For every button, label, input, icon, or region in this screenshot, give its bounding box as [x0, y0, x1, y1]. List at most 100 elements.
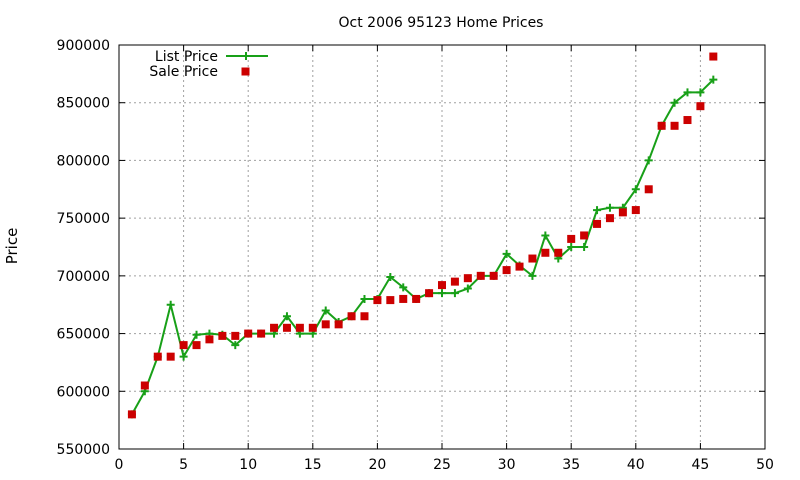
x-tick-label: 5 — [179, 457, 188, 473]
sale-price-point — [166, 352, 175, 361]
y-tick-labels: 550000 600000 650000 700000 750000 800000 8500… — [57, 38, 110, 458]
y-tick-label: 750000 — [57, 211, 110, 227]
sale-price-point — [295, 323, 304, 332]
list-price-point — [438, 289, 446, 298]
list-price-point — [709, 75, 718, 84]
list-price-point — [683, 88, 692, 97]
x-tick-labels: 0 5 10 15 20 25 30 35 40 45 50 — [115, 457, 774, 473]
y-tick-label: 600000 — [57, 384, 110, 400]
sale-price-point — [231, 331, 240, 340]
sale-price-point — [554, 248, 563, 257]
sale-price-point — [450, 277, 459, 286]
sale-price-point — [373, 296, 382, 305]
sale-price-point — [618, 208, 627, 217]
x-tick-label: 15 — [304, 457, 322, 473]
list-price-point — [450, 289, 459, 298]
sale-price-point — [631, 206, 640, 215]
sale-price-point — [308, 323, 317, 332]
plot-series — [127, 52, 718, 419]
sale-price-point — [282, 323, 291, 332]
y-axis-label: Price — [3, 228, 21, 265]
list-price-point — [541, 231, 550, 240]
sale-price-point — [127, 410, 136, 419]
sale-price-point — [463, 274, 472, 283]
list-price-point — [463, 284, 472, 293]
y-tick-label: 900000 — [57, 38, 110, 54]
sale-price-point — [528, 254, 537, 263]
list-price-point — [644, 156, 653, 165]
x-tick-label: 35 — [562, 457, 580, 473]
list-price-point — [580, 243, 589, 251]
sale-price-point — [696, 102, 705, 111]
list-price-point — [179, 352, 188, 361]
x-tick-label: 20 — [368, 457, 386, 473]
sale-price-point — [476, 271, 485, 280]
x-tick-label: 30 — [498, 457, 516, 473]
sale-price-point — [515, 262, 524, 271]
sale-price-point — [502, 266, 511, 275]
legend-label-sale-price: Sale Price — [149, 64, 218, 80]
list-price-point — [593, 206, 602, 215]
list-price-point — [567, 243, 576, 251]
chart-title: Oct 2006 95123 Home Prices — [339, 15, 544, 31]
sale-price-point — [347, 312, 356, 321]
sale-price-point — [425, 289, 434, 298]
sale-price-point — [218, 331, 227, 340]
y-tick-label: 700000 — [57, 269, 110, 285]
sale-price-point — [709, 52, 718, 61]
legend: List Price Sale Price — [149, 49, 268, 80]
list-price-point — [399, 283, 408, 292]
sale-price-point — [205, 335, 214, 344]
sale-price-point — [192, 341, 201, 350]
list-price-point — [696, 88, 705, 97]
x-tick-label: 10 — [239, 457, 257, 473]
list-price-point — [282, 312, 291, 321]
y-tick-label: 850000 — [57, 96, 110, 112]
sale-price-point — [670, 121, 679, 130]
list-price-point — [360, 294, 369, 303]
legend-marker-sale-price — [241, 67, 250, 76]
list-price-point — [631, 185, 640, 194]
x-tick-label: 0 — [115, 457, 124, 473]
sale-price-point — [580, 231, 589, 240]
sale-price-point — [399, 294, 408, 303]
sale-price-point — [489, 271, 498, 280]
sale-price-point — [438, 281, 446, 290]
x-tick-label: 45 — [691, 457, 709, 473]
sale-price-point — [334, 320, 343, 329]
x-tick-label: 50 — [756, 457, 774, 473]
y-tick-label: 800000 — [57, 153, 110, 169]
list-price-point — [670, 98, 679, 107]
plot-frame — [118, 44, 766, 450]
sale-price-point — [321, 320, 330, 329]
axis-ticks — [118, 44, 766, 450]
series-line-list-price — [131, 78, 715, 415]
sale-price-point — [605, 214, 614, 223]
list-price-point — [605, 203, 614, 212]
y-tick-label: 550000 — [57, 442, 110, 458]
sale-price-point — [179, 341, 188, 350]
list-price-point — [528, 271, 537, 280]
sale-price-point — [644, 185, 653, 194]
sale-price-point — [657, 121, 666, 130]
sale-price-point — [386, 296, 395, 305]
list-price-point — [321, 306, 330, 315]
sale-price-point — [567, 234, 576, 243]
legend-marker-list-price — [242, 52, 250, 60]
sale-price-point — [244, 329, 253, 338]
list-price-point — [502, 249, 511, 258]
sale-price-point — [257, 329, 266, 338]
x-tick-label: 25 — [433, 457, 451, 473]
sale-price-point — [683, 116, 692, 125]
list-price-point — [231, 341, 240, 350]
list-price-point — [386, 273, 395, 282]
sale-price-point — [140, 381, 149, 390]
sale-price-point — [360, 312, 369, 321]
legend-label-list-price: List Price — [155, 49, 218, 65]
y-tick-label: 650000 — [57, 327, 110, 343]
grid — [119, 45, 765, 449]
x-tick-label: 40 — [627, 457, 645, 473]
sale-price-point — [593, 219, 602, 228]
sale-price-point — [541, 248, 550, 257]
